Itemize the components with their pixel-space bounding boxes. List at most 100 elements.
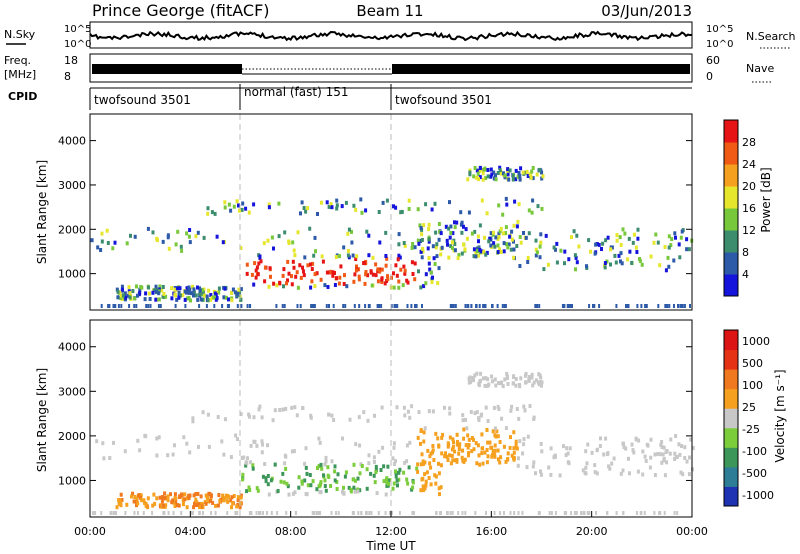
near-range-cell xyxy=(311,511,314,515)
echo-cell xyxy=(541,174,545,179)
near-range-cell xyxy=(255,511,258,515)
near-range-cell xyxy=(391,511,393,515)
echo-cell xyxy=(403,243,407,248)
echo-cell xyxy=(480,432,484,437)
echo-cell xyxy=(352,203,356,208)
echo-cell xyxy=(167,246,171,251)
ytick-label: 3000 xyxy=(58,385,86,398)
colorbar-tick-label: -25 xyxy=(742,423,760,436)
echo-cell xyxy=(431,450,434,455)
echo-cell xyxy=(673,451,677,456)
echo-cell xyxy=(496,434,500,439)
echo-cell xyxy=(476,246,479,251)
echo-cell xyxy=(434,245,438,250)
echo-cell xyxy=(415,466,419,471)
near-range-cell xyxy=(517,511,520,515)
echo-cell xyxy=(673,231,677,236)
echo-cell xyxy=(413,277,417,282)
echo-cell xyxy=(438,492,441,497)
echo-cell xyxy=(205,496,209,501)
echo-cell xyxy=(194,497,198,502)
near-range-cell xyxy=(390,304,393,308)
echo-cell xyxy=(227,202,231,207)
near-range-cell xyxy=(380,304,383,308)
near-range-cell xyxy=(344,304,347,308)
echo-cell xyxy=(326,465,330,470)
echo-cell xyxy=(510,404,514,409)
echo-cell xyxy=(325,200,329,205)
near-range-cell xyxy=(226,304,229,308)
echo-cell xyxy=(540,449,544,454)
echo-cell xyxy=(192,293,195,298)
near-range-cell xyxy=(198,304,201,308)
echo-cell xyxy=(427,476,431,480)
echo-cell xyxy=(231,287,235,292)
echo-cell xyxy=(271,418,275,423)
echo-cell xyxy=(248,414,251,419)
echo-cell xyxy=(669,243,673,248)
echo-cell xyxy=(421,462,425,466)
echo-cell xyxy=(600,247,603,251)
echo-cell xyxy=(667,264,671,269)
echo-cell xyxy=(439,463,443,468)
echo-cell xyxy=(209,494,213,499)
echo-cell xyxy=(349,489,353,494)
echo-cell xyxy=(160,504,164,509)
noise-panel: N.Sky 10^5 10^0 10^5 10^0 N.Search xyxy=(4,21,796,50)
echo-cell xyxy=(492,170,496,175)
echo-cell xyxy=(514,177,518,182)
colorbar-swatch xyxy=(724,466,738,487)
echo-cell xyxy=(267,205,271,210)
echo-cell xyxy=(674,235,677,240)
echo-cell xyxy=(431,275,434,280)
echo-cell xyxy=(534,253,538,258)
near-range-cell xyxy=(198,511,201,515)
colorbar-tick-label: 1000 xyxy=(742,335,770,348)
echo-cell xyxy=(678,452,682,457)
echo-cell xyxy=(348,417,352,422)
echo-cell xyxy=(652,240,656,245)
beam-title: Beam 11 xyxy=(356,2,423,20)
echo-cell xyxy=(380,277,384,282)
echo-cell xyxy=(160,288,164,293)
echo-cell xyxy=(636,227,640,232)
echo-cell xyxy=(154,297,158,302)
echo-cell xyxy=(283,230,287,235)
echo-cell xyxy=(394,459,397,464)
echo-cell xyxy=(251,463,255,468)
echo-cell xyxy=(290,274,293,279)
echo-cell xyxy=(384,263,388,268)
echo-cell xyxy=(358,488,362,493)
cpid-label: CPID xyxy=(8,90,37,103)
echo-cell xyxy=(262,241,266,246)
nave-tick-bottom: 0 xyxy=(706,70,713,83)
echo-cell xyxy=(157,297,161,302)
echo-cell xyxy=(357,277,361,282)
noise-left-label: N.Sky xyxy=(4,28,36,41)
echo-cell xyxy=(420,477,424,482)
echo-cell xyxy=(472,254,476,259)
echo-cell xyxy=(302,206,306,210)
echo-cell xyxy=(429,465,433,470)
echo-cell xyxy=(530,210,534,215)
echo-cell xyxy=(144,501,148,506)
echo-cell xyxy=(406,481,410,486)
echo-cell xyxy=(120,498,124,502)
echo-cell xyxy=(656,240,660,245)
echo-cell xyxy=(309,415,313,420)
colorbar-swatch xyxy=(724,164,738,187)
colorbar-tick-label: 100 xyxy=(742,379,763,392)
echo-cell xyxy=(410,404,414,409)
echo-cell xyxy=(242,455,246,460)
echo-cell xyxy=(157,291,161,296)
echo-cell xyxy=(486,168,490,172)
echo-cell xyxy=(310,279,314,284)
echo-cell xyxy=(464,227,468,232)
echo-cell xyxy=(101,441,105,446)
echo-cell xyxy=(305,471,309,476)
echo-cell xyxy=(305,492,309,497)
echo-cell xyxy=(138,290,142,295)
echo-cell xyxy=(204,493,208,498)
echo-cell xyxy=(475,461,479,466)
